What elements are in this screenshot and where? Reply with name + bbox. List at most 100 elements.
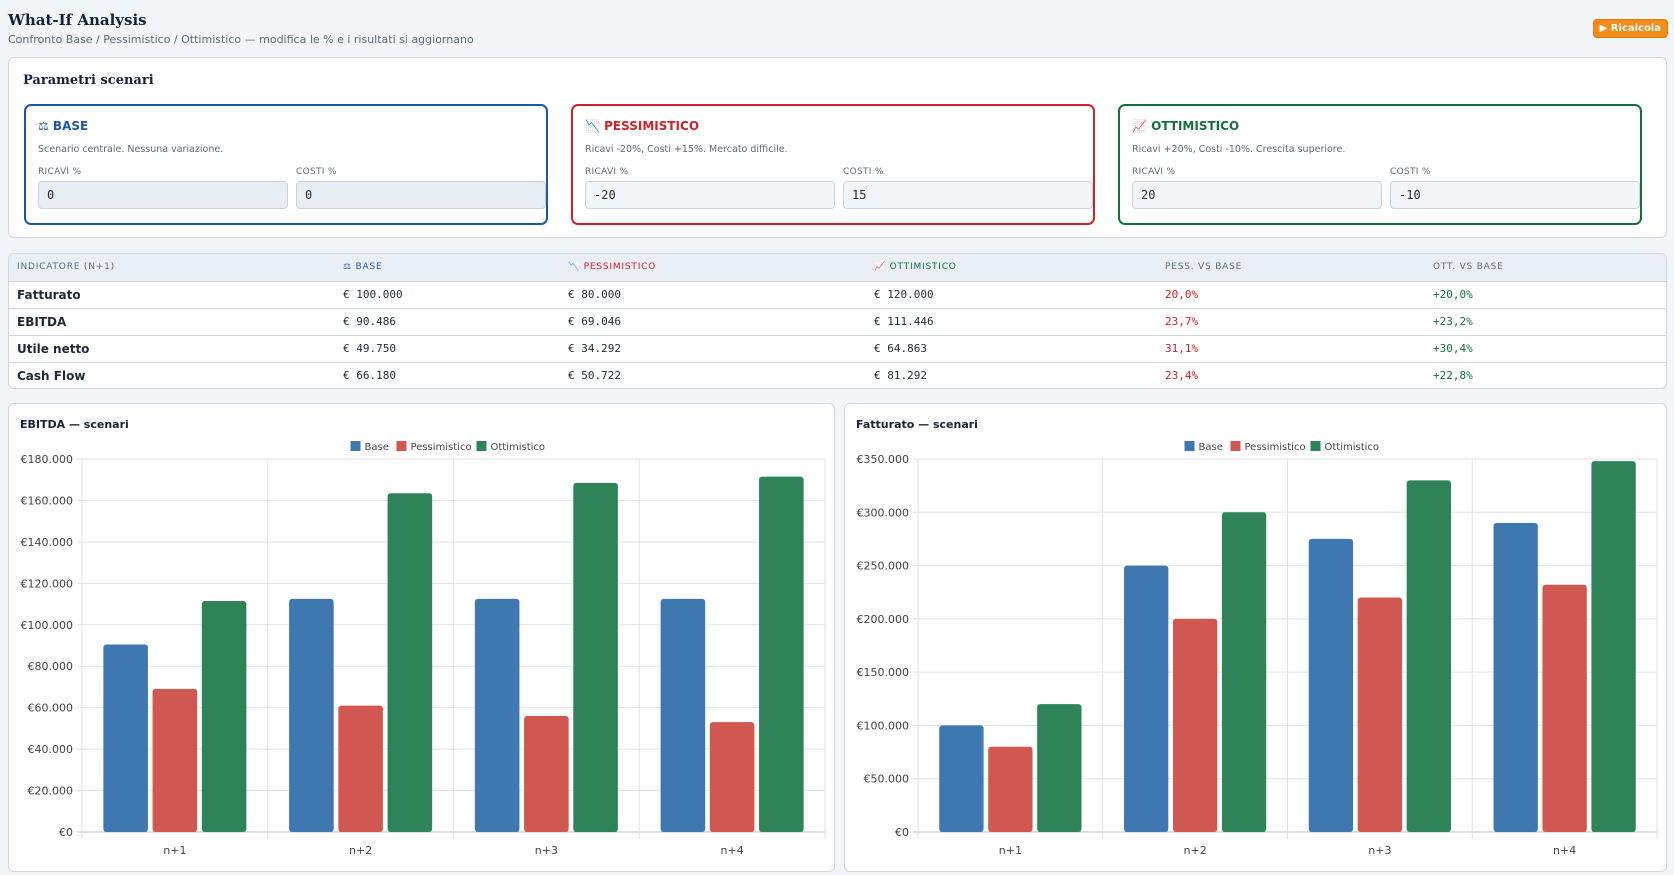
cell-pess-vs-base: 31,1% (1165, 342, 1199, 355)
cell-ottimistico: € 120.000 (874, 288, 934, 301)
header-base: ⚖ BASE (335, 254, 560, 282)
x-tick-label: n+1 (999, 844, 1022, 857)
costi-input-base[interactable] (296, 181, 546, 209)
cell-indicatore: EBITDA (17, 314, 67, 329)
bar-ottimistico-n+2[interactable] (387, 493, 433, 832)
scenario-card-pessimistico: 📉 PESSIMISTICO Ricavi -20%, Costi +15%. … (571, 104, 1095, 225)
cell-ottimistico: € 81.292 (874, 369, 927, 383)
legend-label-ottimistico[interactable]: Ottimistico (491, 442, 546, 453)
y-tick-label: €40.000 (28, 743, 74, 756)
cell-pess-vs-base: 23,7% (1165, 315, 1199, 328)
cell-pessimistico: € 69.046 (568, 315, 621, 328)
y-tick-label: €200.000 (857, 613, 910, 626)
x-tick-label: n+3 (1368, 844, 1391, 857)
bar-pessimistico-n+3[interactable] (524, 715, 569, 832)
cell-pess-vs-base: 23,4% (1165, 369, 1199, 383)
page-subtitle: Confronto Base / Pessimistico / Ottimist… (8, 33, 474, 46)
bar-pessimistico-n+1[interactable] (152, 688, 198, 832)
table-row: Fatturato € 100.000 € 80.000 € 120.000 2… (9, 281, 1666, 308)
legend-swatch-base[interactable] (1184, 441, 1195, 451)
ricavi-field-ottimistico: RICAVI % (1132, 167, 1382, 209)
cell-ottimistico: € 111.446 (874, 315, 934, 328)
chart-title: EBITDA — scenari (20, 418, 129, 431)
cell-indicatore: Fatturato (17, 287, 81, 302)
ricavi-field-pessimistico: RICAVI % (585, 167, 835, 209)
cell-ott-vs-base: +30,4% (1433, 342, 1473, 355)
legend-label-ottimistico[interactable]: Ottimistico (1325, 442, 1380, 453)
ricavi-input-base[interactable] (38, 181, 288, 209)
y-tick-label: €50.000 (864, 773, 910, 786)
bar-ottimistico-n+3[interactable] (1406, 480, 1452, 832)
bar-pessimistico-n+2[interactable] (338, 705, 383, 832)
bar-ottimistico-n+3[interactable] (573, 482, 618, 832)
y-tick-label: €350.000 (857, 453, 910, 466)
scenario-params-panel: Parametri scenari ⚖ BASE Scenario centra… (8, 57, 1667, 238)
legend-swatch-pessimistico[interactable] (396, 441, 407, 451)
x-tick-label: n+4 (721, 844, 744, 857)
ricavi-label: RICAVI % (585, 167, 629, 177)
scenario-title-pessimistico: 📉 PESSIMISTICO (585, 119, 700, 133)
scenario-card-ottimistico: 📈 OTTIMISTICO Ricavi +20%, Costi -10%. C… (1118, 104, 1642, 225)
chart-title: Fatturato — scenari (856, 418, 978, 431)
bar-pessimistico-n+4[interactable] (709, 722, 755, 832)
y-tick-label: €0 (895, 826, 909, 839)
bar-base-n+1[interactable] (103, 644, 148, 832)
x-tick-label: n+4 (1553, 844, 1576, 857)
ricavi-input-ottimistico[interactable] (1132, 181, 1382, 209)
comparison-table: INDICATORE (N+1) ⚖ BASE 📉 PESSIMISTICO 📈… (9, 254, 1666, 388)
costi-field-ottimistico: COSTI % (1390, 167, 1640, 209)
bar-pessimistico-n+4[interactable] (1542, 584, 1587, 832)
bar-ottimistico-n+2[interactable] (1221, 512, 1267, 832)
bar-base-n+4[interactable] (660, 598, 706, 832)
ebitda-chart-panel: EBITDA — scenari Base Pessimistico Ottimis… (8, 403, 835, 872)
costi-input-ottimistico[interactable] (1390, 181, 1640, 209)
ricavi-label: RICAVI % (1132, 167, 1176, 177)
scenario-desc-pessimistico: Ricavi -20%, Costi +15%. Mercato diffici… (585, 144, 788, 155)
legend-swatch-ottimistico[interactable] (1310, 441, 1321, 451)
x-tick-label: n+3 (535, 844, 558, 857)
bar-pessimistico-n+3[interactable] (1357, 597, 1403, 832)
bar-base-n+2[interactable] (1123, 565, 1169, 832)
legend-swatch-ottimistico[interactable] (476, 441, 487, 451)
scenario-title-ottimistico: 📈 OTTIMISTICO (1132, 119, 1240, 133)
ricavi-input-pessimistico[interactable] (585, 181, 835, 209)
costi-field-base: COSTI % (296, 167, 546, 209)
y-tick-label: €100.000 (857, 719, 910, 732)
recalculate-button[interactable]: ▶ Ricalcola (1592, 19, 1668, 38)
legend-swatch-base[interactable] (350, 441, 361, 451)
cell-ott-vs-base: +20,0% (1433, 288, 1473, 301)
legend-label-pessimistico[interactable]: Pessimistico (411, 442, 472, 453)
header-ottimistico: 📈 OTTIMISTICO (866, 254, 1157, 282)
fatturato-bar-chart: Base Pessimistico Ottimistico €0 €50.000 €100… (857, 441, 1658, 857)
costi-label: COSTI % (843, 167, 884, 177)
legend-swatch-pessimistico[interactable] (1230, 441, 1241, 451)
bar-ottimistico-n+4[interactable] (759, 476, 804, 832)
legend-label-base[interactable]: Base (365, 442, 389, 453)
table-row: Cash Flow € 66.180 € 50.722 € 81.292 23,… (9, 362, 1666, 388)
legend-label-base[interactable]: Base (1199, 442, 1223, 453)
y-tick-label: €20.000 (28, 785, 74, 798)
bar-pessimistico-n+2[interactable] (1172, 618, 1218, 832)
page-header: What-If Analysis Confronto Base / Pessim… (8, 8, 1668, 50)
bar-ottimistico-n+1[interactable] (201, 601, 247, 832)
legend-label-pessimistico[interactable]: Pessimistico (1245, 442, 1306, 453)
bar-ottimistico-n+4[interactable] (1591, 461, 1636, 832)
bar-pessimistico-n+1[interactable] (988, 746, 1033, 832)
bar-base-n+2[interactable] (289, 598, 334, 832)
costi-input-pessimistico[interactable] (843, 181, 1093, 209)
cell-base: € 49.750 (343, 342, 396, 355)
y-tick-label: €300.000 (857, 506, 910, 519)
page-title: What-If Analysis (8, 11, 147, 29)
y-tick-label: €180.000 (21, 453, 74, 466)
scenario-title-base: ⚖ BASE (38, 119, 89, 133)
table-row: Utile netto € 49.750 € 34.292 € 64.863 3… (9, 335, 1666, 362)
cell-ott-vs-base: +23,2% (1433, 315, 1473, 328)
cell-base: € 66.180 (343, 369, 396, 383)
x-tick-label: n+2 (1184, 844, 1207, 857)
bar-base-n+3[interactable] (1308, 538, 1354, 832)
bar-base-n+4[interactable] (1493, 522, 1538, 832)
costi-field-pessimistico: COSTI % (843, 167, 1093, 209)
bar-base-n+3[interactable] (474, 598, 520, 832)
bar-base-n+1[interactable] (939, 725, 984, 832)
bar-ottimistico-n+1[interactable] (1037, 704, 1082, 832)
